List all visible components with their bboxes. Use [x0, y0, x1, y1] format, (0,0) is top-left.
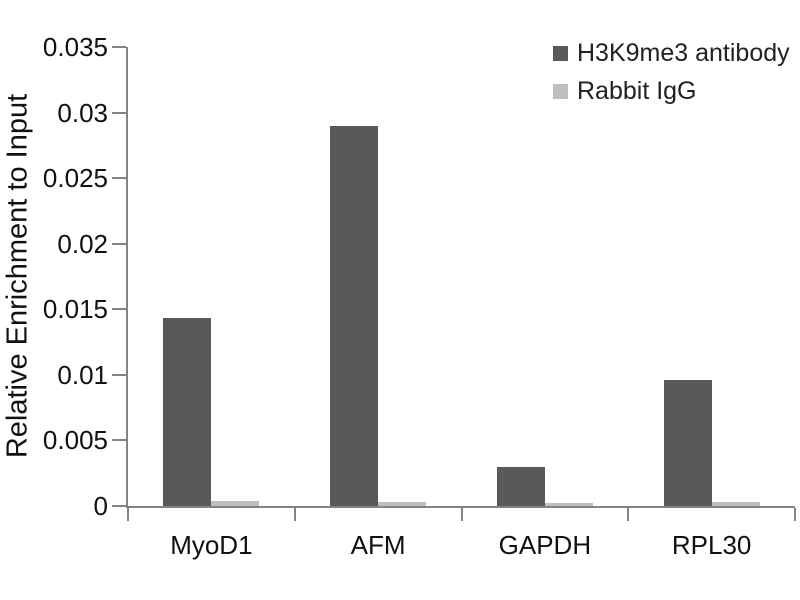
y-tick-mark [112, 308, 126, 311]
legend-label: Rabbit IgG [577, 76, 697, 105]
x-tick-mark [460, 508, 463, 521]
y-tick-mark [112, 242, 126, 245]
bar-rabbit-igg-myod1 [211, 500, 260, 506]
y-tick-label: 0.015 [42, 294, 108, 325]
x-axis-line [126, 506, 795, 508]
y-tick-label: 0.005 [42, 425, 108, 456]
y-tick-mark [112, 177, 126, 180]
x-category-label: GAPDH [498, 530, 592, 560]
bar-h3k9me3-antibody-rpl30 [663, 380, 712, 506]
x-category-label: RPL30 [671, 530, 752, 560]
y-tick-label: 0.035 [42, 32, 108, 62]
y-tick-label: 0.025 [42, 163, 108, 194]
legend: H3K9me3 antibody Rabbit IgG [553, 37, 790, 113]
legend-swatch-icon [553, 83, 568, 99]
y-tick-mark [112, 373, 126, 376]
legend-label: H3K9me3 antibody [577, 38, 790, 67]
x-tick-mark [127, 508, 129, 521]
legend-swatch-icon [553, 45, 568, 61]
x-tick-mark [627, 508, 630, 521]
legend-item: H3K9me3 antibody [553, 37, 790, 69]
bar-rabbit-igg-rpl30 [711, 502, 760, 506]
x-tick-mark [293, 508, 296, 521]
y-tick-label: 0.01 [57, 359, 108, 390]
y-tick-label: 0.03 [57, 97, 108, 128]
bar-h3k9me3-antibody-afm [330, 125, 379, 506]
y-tick-mark [112, 439, 126, 442]
bar-h3k9me3-antibody-myod1 [163, 318, 212, 506]
y-axis-line [126, 47, 128, 508]
y-tick-mark [112, 46, 126, 48]
bar-h3k9me3-antibody-gapdh [496, 466, 545, 506]
y-tick-label: 0 [93, 491, 108, 521]
x-category-label: MyoD1 [170, 530, 253, 560]
y-tick-mark [112, 505, 126, 507]
bar-rabbit-igg-afm [378, 502, 427, 506]
y-tick-mark [112, 111, 126, 114]
bar-rabbit-igg-gapdh [544, 503, 593, 506]
x-category-label: AFM [350, 530, 406, 560]
y-tick-label: 0.02 [57, 228, 108, 259]
legend-item: Rabbit IgG [553, 75, 790, 107]
x-tick-mark [794, 508, 796, 521]
